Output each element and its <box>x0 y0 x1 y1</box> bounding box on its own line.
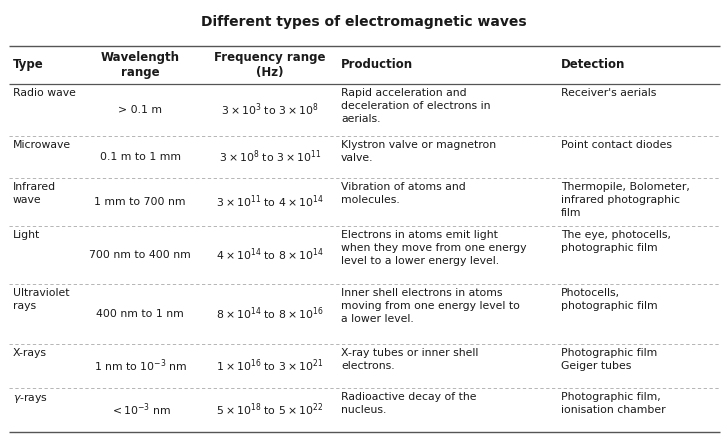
Text: 1 nm to $10^{-3}$ nm: 1 nm to $10^{-3}$ nm <box>94 358 187 374</box>
Text: > 0.1 m: > 0.1 m <box>118 105 162 115</box>
Text: X-rays: X-rays <box>13 348 47 358</box>
Text: Infrared
wave: Infrared wave <box>13 182 56 205</box>
Text: Point contact diodes: Point contact diodes <box>561 140 672 150</box>
Text: Thermopile, Bolometer,
infrared photographic
film: Thermopile, Bolometer, infrared photogra… <box>561 182 690 218</box>
Text: $3 \times 10^{11}$ to $4 \times 10^{14}$: $3 \times 10^{11}$ to $4 \times 10^{14}$ <box>216 194 324 210</box>
Text: The eye, photocells,
photographic film: The eye, photocells, photographic film <box>561 230 671 253</box>
Text: Electrons in atoms emit light
when they move from one energy
level to a lower en: Electrons in atoms emit light when they … <box>341 230 526 266</box>
Text: Klystron valve or magnetron
valve.: Klystron valve or magnetron valve. <box>341 140 496 163</box>
Text: $3 \times 10^{3}$ to $3 \times 10^{8}$: $3 \times 10^{3}$ to $3 \times 10^{8}$ <box>221 102 319 118</box>
Text: Radio wave: Radio wave <box>13 88 76 98</box>
Text: $8 \times 10^{14}$ to $8 \times 10^{16}$: $8 \times 10^{14}$ to $8 \times 10^{16}$ <box>216 305 324 322</box>
Text: 1 mm to 700 nm: 1 mm to 700 nm <box>94 197 186 207</box>
Text: Light: Light <box>13 230 40 240</box>
Text: Vibration of atoms and
molecules.: Vibration of atoms and molecules. <box>341 182 466 205</box>
Text: Microwave: Microwave <box>13 140 71 150</box>
Text: $1 \times 10^{16}$ to $3 \times 10^{21}$: $1 \times 10^{16}$ to $3 \times 10^{21}$ <box>216 358 324 374</box>
Text: 700 nm to 400 nm: 700 nm to 400 nm <box>89 250 191 260</box>
Text: Ultraviolet
rays: Ultraviolet rays <box>13 288 69 311</box>
Text: $4 \times 10^{14}$ to $8 \times 10^{14}$: $4 \times 10^{14}$ to $8 \times 10^{14}$ <box>216 246 324 263</box>
Text: X-ray tubes or inner shell
electrons.: X-ray tubes or inner shell electrons. <box>341 348 479 371</box>
Text: Photocells,
photographic film: Photocells, photographic film <box>561 288 658 311</box>
Text: Production: Production <box>341 58 413 71</box>
Text: Wavelength
range: Wavelength range <box>101 51 180 79</box>
Text: Frequency range
(Hz): Frequency range (Hz) <box>214 51 326 79</box>
Text: Radioactive decay of the
nucleus.: Radioactive decay of the nucleus. <box>341 392 477 415</box>
Text: Photographic film
Geiger tubes: Photographic film Geiger tubes <box>561 348 657 371</box>
Text: $3 \times 10^{8}$ to $3 \times 10^{11}$: $3 \times 10^{8}$ to $3 \times 10^{11}$ <box>219 148 321 165</box>
Text: $\gamma$-rays: $\gamma$-rays <box>13 392 48 405</box>
Text: Type: Type <box>13 58 44 71</box>
Text: Rapid acceleration and
deceleration of electrons in
aerials.: Rapid acceleration and deceleration of e… <box>341 88 490 124</box>
Text: Detection: Detection <box>561 58 625 71</box>
Text: 400 nm to 1 nm: 400 nm to 1 nm <box>97 309 184 319</box>
Text: Receiver's aerials: Receiver's aerials <box>561 88 656 98</box>
Text: $<10^{-3}$ nm: $<10^{-3}$ nm <box>110 402 171 418</box>
Text: Photographic film,
ionisation chamber: Photographic film, ionisation chamber <box>561 392 665 415</box>
Text: 0.1 m to 1 mm: 0.1 m to 1 mm <box>99 152 181 162</box>
Text: $5 \times 10^{18}$ to $5 \times 10^{22}$: $5 \times 10^{18}$ to $5 \times 10^{22}$ <box>216 402 324 418</box>
Text: Different types of electromagnetic waves: Different types of electromagnetic waves <box>201 15 527 29</box>
Text: Inner shell electrons in atoms
moving from one energy level to
a lower level.: Inner shell electrons in atoms moving fr… <box>341 288 520 324</box>
